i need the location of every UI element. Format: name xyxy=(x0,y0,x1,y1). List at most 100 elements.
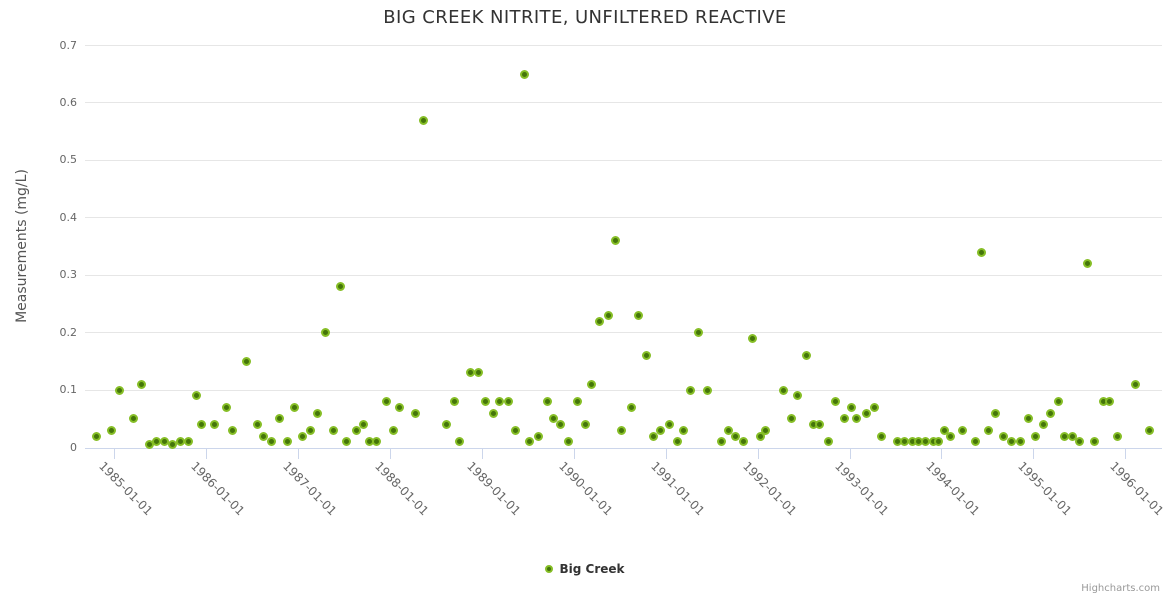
data-point[interactable] xyxy=(184,437,194,447)
data-point[interactable] xyxy=(136,379,146,389)
data-point[interactable] xyxy=(449,397,459,407)
data-point[interactable] xyxy=(494,397,504,407)
data-point[interactable] xyxy=(852,414,862,424)
data-point[interactable] xyxy=(970,437,980,447)
data-point[interactable] xyxy=(977,247,987,257)
data-point[interactable] xyxy=(228,425,238,435)
data-point[interactable] xyxy=(481,397,491,407)
data-point[interactable] xyxy=(610,236,620,246)
data-point[interactable] xyxy=(739,437,749,447)
data-point[interactable] xyxy=(129,414,139,424)
data-point[interactable] xyxy=(242,356,252,366)
data-point[interactable] xyxy=(655,425,665,435)
data-point[interactable] xyxy=(839,414,849,424)
data-point[interactable] xyxy=(389,425,399,435)
data-point[interactable] xyxy=(673,437,683,447)
data-point[interactable] xyxy=(778,385,788,395)
data-point[interactable] xyxy=(328,425,338,435)
data-point[interactable] xyxy=(792,391,802,401)
highcharts-credits-link[interactable]: Highcharts.com xyxy=(1081,583,1160,594)
data-point[interactable] xyxy=(441,420,451,430)
data-point[interactable] xyxy=(504,397,514,407)
data-point[interactable] xyxy=(290,402,300,412)
data-point[interactable] xyxy=(755,431,765,441)
data-point[interactable] xyxy=(563,437,573,447)
data-point[interactable] xyxy=(787,414,797,424)
data-point[interactable] xyxy=(210,420,220,430)
data-point[interactable] xyxy=(694,328,704,338)
data-point[interactable] xyxy=(342,437,352,447)
data-point[interactable] xyxy=(1074,437,1084,447)
data-point[interactable] xyxy=(846,402,856,412)
data-point[interactable] xyxy=(381,397,391,407)
data-point[interactable] xyxy=(312,408,322,418)
data-point[interactable] xyxy=(761,425,771,435)
data-point[interactable] xyxy=(869,402,879,412)
data-point[interactable] xyxy=(258,431,268,441)
data-point[interactable] xyxy=(159,437,169,447)
data-point[interactable] xyxy=(167,440,177,450)
data-point[interactable] xyxy=(519,69,529,79)
data-point[interactable] xyxy=(1053,397,1063,407)
data-point[interactable] xyxy=(473,368,483,378)
data-point[interactable] xyxy=(267,437,277,447)
data-point[interactable] xyxy=(983,425,993,435)
data-point[interactable] xyxy=(1006,437,1016,447)
data-point[interactable] xyxy=(823,437,833,447)
legend-item-big-creek[interactable]: Big Creek xyxy=(0,562,1170,576)
data-point[interactable] xyxy=(411,408,421,418)
data-point[interactable] xyxy=(534,431,544,441)
data-point[interactable] xyxy=(418,115,428,125)
data-point[interactable] xyxy=(222,402,232,412)
data-point[interactable] xyxy=(305,425,315,435)
data-point[interactable] xyxy=(604,310,614,320)
data-point[interactable] xyxy=(351,425,361,435)
data-point[interactable] xyxy=(1113,431,1123,441)
data-point[interactable] xyxy=(1015,437,1025,447)
data-point[interactable] xyxy=(191,391,201,401)
data-point[interactable] xyxy=(958,425,968,435)
data-point[interactable] xyxy=(573,397,583,407)
data-point[interactable] xyxy=(253,420,263,430)
data-point[interactable] xyxy=(197,420,207,430)
data-point[interactable] xyxy=(934,437,944,447)
data-point[interactable] xyxy=(549,414,559,424)
data-point[interactable] xyxy=(1144,425,1154,435)
data-point[interactable] xyxy=(394,402,404,412)
data-point[interactable] xyxy=(176,437,186,447)
data-point[interactable] xyxy=(664,420,674,430)
data-point[interactable] xyxy=(1068,431,1078,441)
data-point[interactable] xyxy=(861,408,871,418)
data-point[interactable] xyxy=(814,420,824,430)
data-point[interactable] xyxy=(114,385,124,395)
data-point[interactable] xyxy=(298,431,308,441)
data-point[interactable] xyxy=(946,431,956,441)
data-point[interactable] xyxy=(939,425,949,435)
data-point[interactable] xyxy=(91,431,101,441)
data-point[interactable] xyxy=(321,328,331,338)
data-point[interactable] xyxy=(641,351,651,361)
data-point[interactable] xyxy=(686,385,696,395)
data-point[interactable] xyxy=(649,431,659,441)
data-point[interactable] xyxy=(489,408,499,418)
data-point[interactable] xyxy=(455,437,465,447)
data-point[interactable] xyxy=(633,310,643,320)
data-point[interactable] xyxy=(1060,431,1070,441)
data-point[interactable] xyxy=(702,385,712,395)
data-point[interactable] xyxy=(1046,408,1056,418)
data-point[interactable] xyxy=(107,425,117,435)
data-point[interactable] xyxy=(555,420,565,430)
data-point[interactable] xyxy=(586,379,596,389)
data-point[interactable] xyxy=(371,437,381,447)
data-point[interactable] xyxy=(595,316,605,326)
data-point[interactable] xyxy=(831,397,841,407)
data-point[interactable] xyxy=(511,425,521,435)
data-point[interactable] xyxy=(1030,431,1040,441)
data-point[interactable] xyxy=(275,414,285,424)
data-point[interactable] xyxy=(723,425,733,435)
data-point[interactable] xyxy=(877,431,887,441)
data-point[interactable] xyxy=(1024,414,1034,424)
data-point[interactable] xyxy=(282,437,292,447)
data-point[interactable] xyxy=(617,425,627,435)
data-point[interactable] xyxy=(999,431,1009,441)
